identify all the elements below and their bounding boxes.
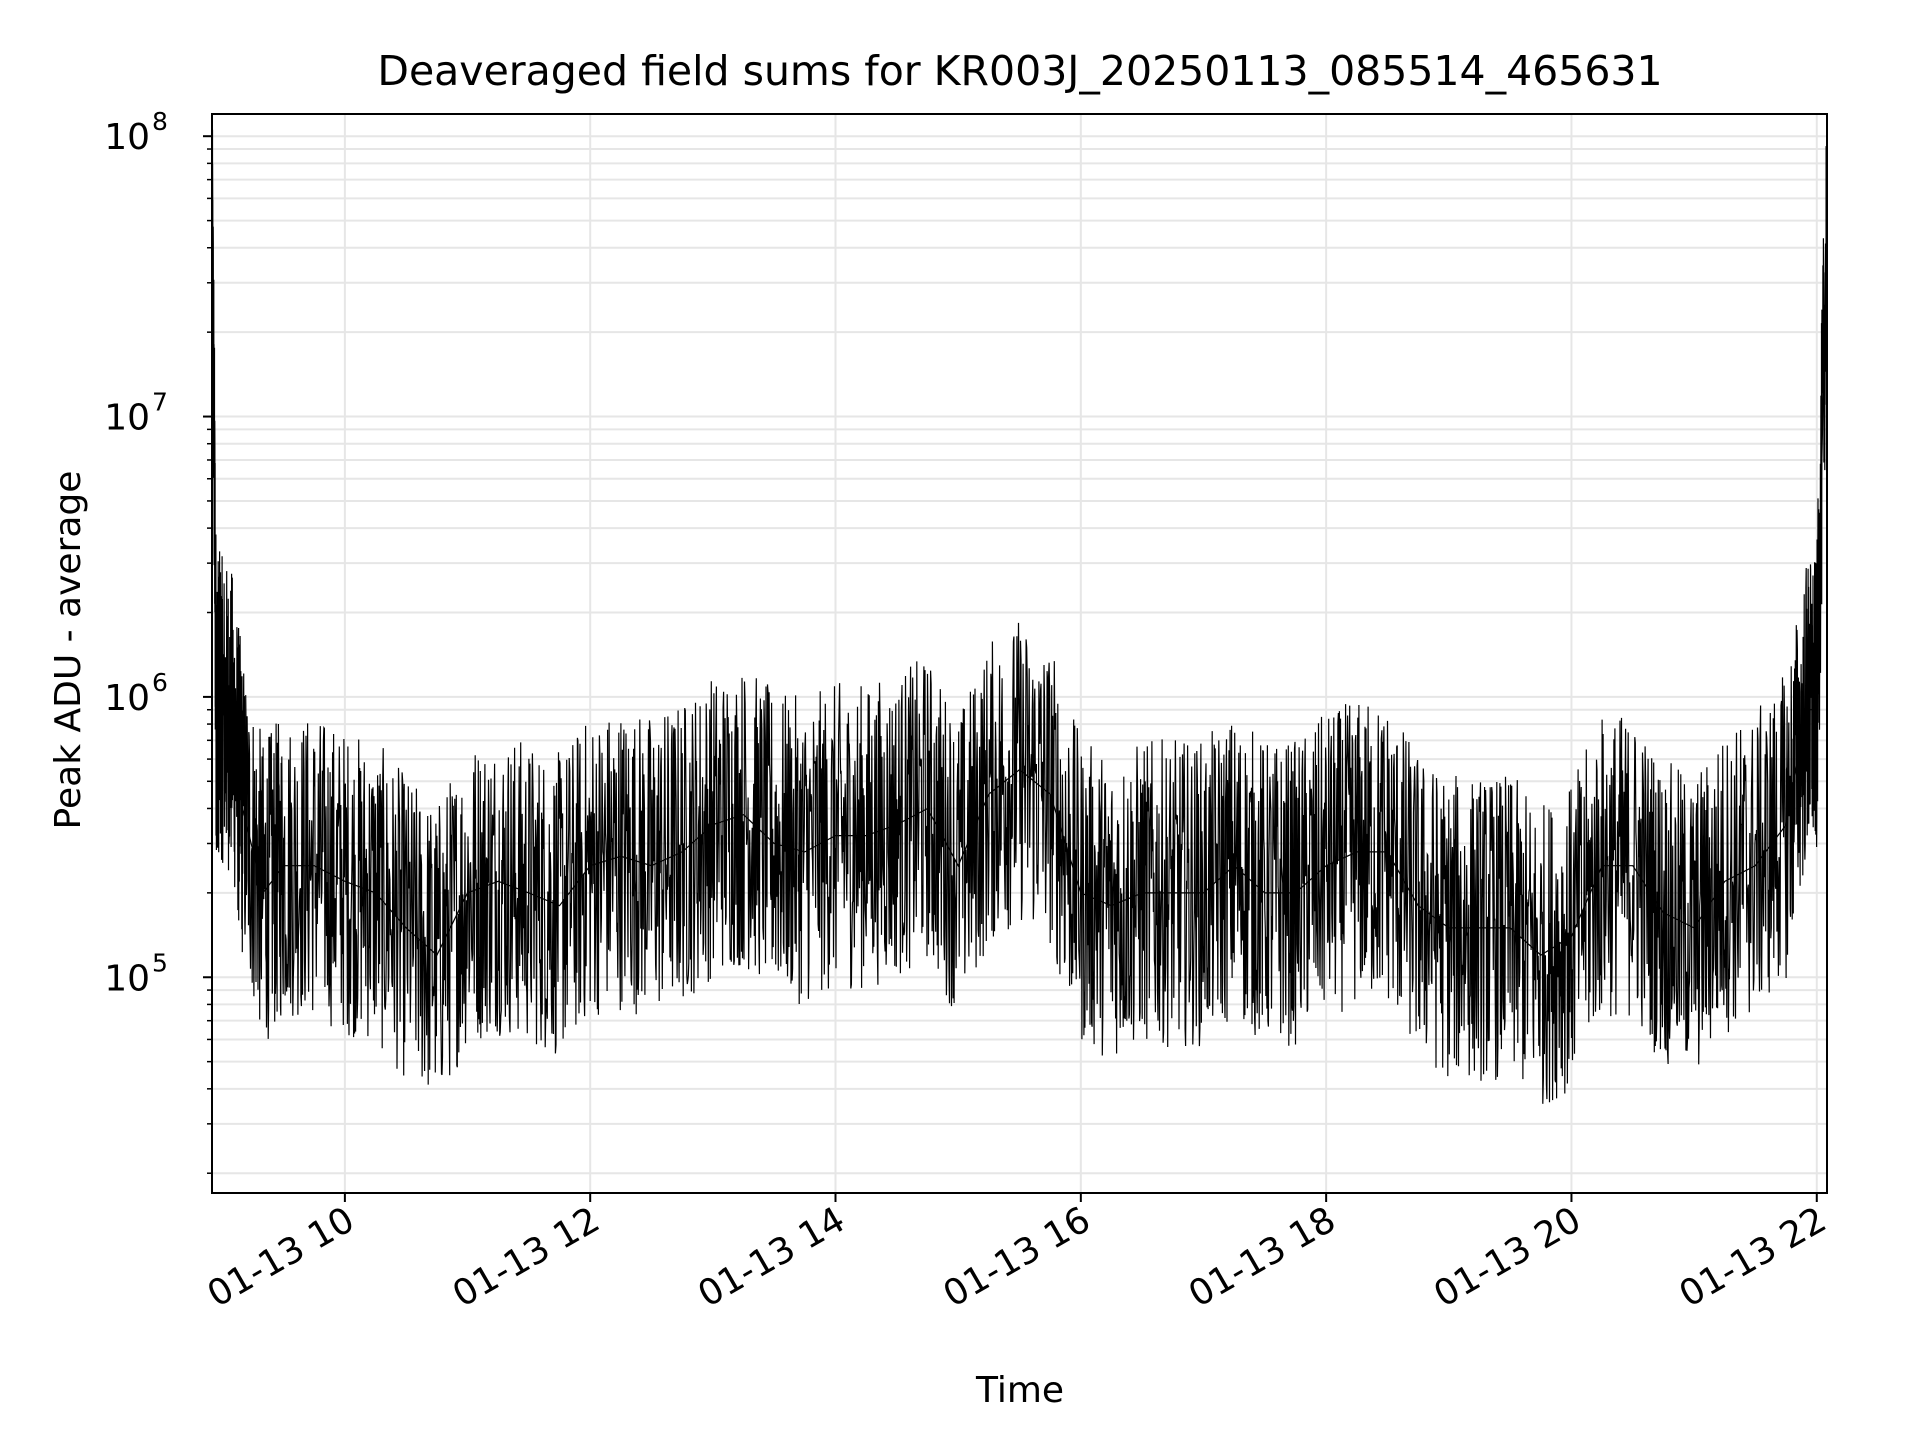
y-tick-base: 10 xyxy=(104,117,150,158)
series-anchor-line xyxy=(211,188,1828,957)
y-tick-base: 10 xyxy=(104,678,150,719)
plot-area xyxy=(211,127,1828,1104)
x-axis-label: Time xyxy=(975,1370,1064,1411)
y-axis-label: Peak ADU - average xyxy=(48,471,89,830)
y-tick-label: 10 xyxy=(104,117,150,158)
y-tick-label: 10 xyxy=(104,678,150,719)
y-tick-base: 10 xyxy=(104,398,150,439)
y-tick-base: 10 xyxy=(104,958,150,999)
y-tick-exponent: 5 xyxy=(152,948,168,977)
y-tick-label: 10 xyxy=(104,958,150,999)
y-tick-exponent: 8 xyxy=(152,107,168,136)
y-tick-exponent: 6 xyxy=(152,668,168,697)
plot-frame xyxy=(211,113,1828,1194)
y-tick-label: 10 xyxy=(104,398,150,439)
chart-title: Deaveraged field sums for KR003J_2025011… xyxy=(377,47,1662,95)
y-tick-exponent: 7 xyxy=(152,388,168,417)
